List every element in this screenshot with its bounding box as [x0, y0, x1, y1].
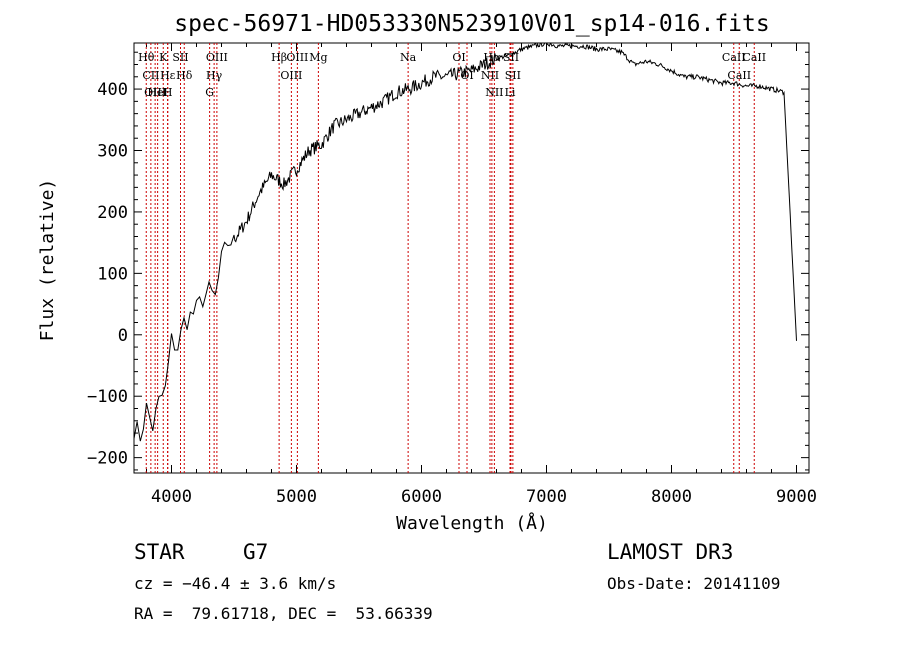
plot-frame: [133, 42, 810, 474]
x-tick-label: 9000: [776, 487, 817, 507]
coordinates-readout: RA = 79.61718, DEC = 53.66339: [134, 604, 433, 623]
y-tick-label: 300: [97, 142, 128, 162]
spectral-line-label: Hθ: [138, 51, 155, 64]
spectral-line-label: CaII: [727, 69, 751, 82]
spectral-line-label: CII: [142, 69, 159, 82]
y-tick-label: −100: [87, 387, 128, 407]
spectral-line-label: NII: [481, 69, 499, 82]
survey-name: LAMOST DR3: [607, 540, 734, 564]
spectral-line-label: H: [163, 86, 173, 99]
y-tick-label: 200: [97, 203, 128, 223]
y-tick-label: 400: [97, 80, 128, 100]
x-axis-ticks: 4000 5000 6000 7000 8000 9000: [146, 43, 817, 507]
spectral-line-label: OIII: [286, 51, 308, 64]
object-subclass: G7: [243, 540, 269, 564]
spectral-line-label: G: [205, 86, 214, 99]
spectral-line-label: Mg: [309, 51, 327, 64]
spectral-line-label: SII: [503, 51, 519, 64]
x-tick-label: 4000: [151, 487, 192, 507]
y-tick-label: 0: [118, 326, 128, 346]
spectral-line-label: SII: [172, 51, 188, 64]
spectrum-series-line: [133, 42, 797, 442]
object-type: STAR: [134, 540, 185, 564]
spectral-line-label: CaII: [722, 51, 746, 64]
spectral-line-label: Na: [400, 51, 417, 64]
spectral-line-label: OIII: [280, 69, 302, 82]
velocity-readout: cz = −46.4 ± 3.6 km/s: [134, 574, 337, 593]
chart-title: spec-56971-HD053330N523910V01_sp14-016.f…: [174, 11, 769, 37]
x-axis-label: Wavelength (Å): [396, 512, 548, 534]
y-tick-label: 100: [97, 264, 128, 284]
spectral-line-label: OI: [452, 51, 465, 64]
x-tick-label: 5000: [276, 487, 317, 507]
spectral-line-label: Hβ: [271, 51, 287, 64]
spectral-line-label: HeI: [147, 86, 167, 99]
y-axis-label: Flux (relative): [37, 179, 58, 342]
spectral-line-label: K: [159, 51, 168, 64]
spectral-line-label: OIII: [206, 51, 228, 64]
x-tick-label: 6000: [401, 487, 442, 507]
spectral-line-label: CaII: [742, 51, 766, 64]
y-tick-label: −200: [87, 449, 128, 469]
spectral-line-label: NII: [485, 86, 503, 99]
spectral-line-label: Hδ: [176, 69, 193, 82]
spectral-line-label: SII: [505, 69, 521, 82]
spectral-line-label: OIII: [144, 86, 166, 99]
y-axis-ticks: −200 −100 0 100 200 300 400: [87, 51, 809, 471]
obs-date: Obs-Date: 20141109: [607, 574, 781, 593]
spectral-line-label: Hε: [160, 69, 176, 82]
x-tick-label: 7000: [526, 487, 567, 507]
x-tick-label: 8000: [651, 487, 692, 507]
spectral-line-label: Hγ: [206, 69, 223, 82]
spectral-line-markers: [145, 43, 755, 473]
spectral-line-label: Li: [505, 86, 516, 99]
